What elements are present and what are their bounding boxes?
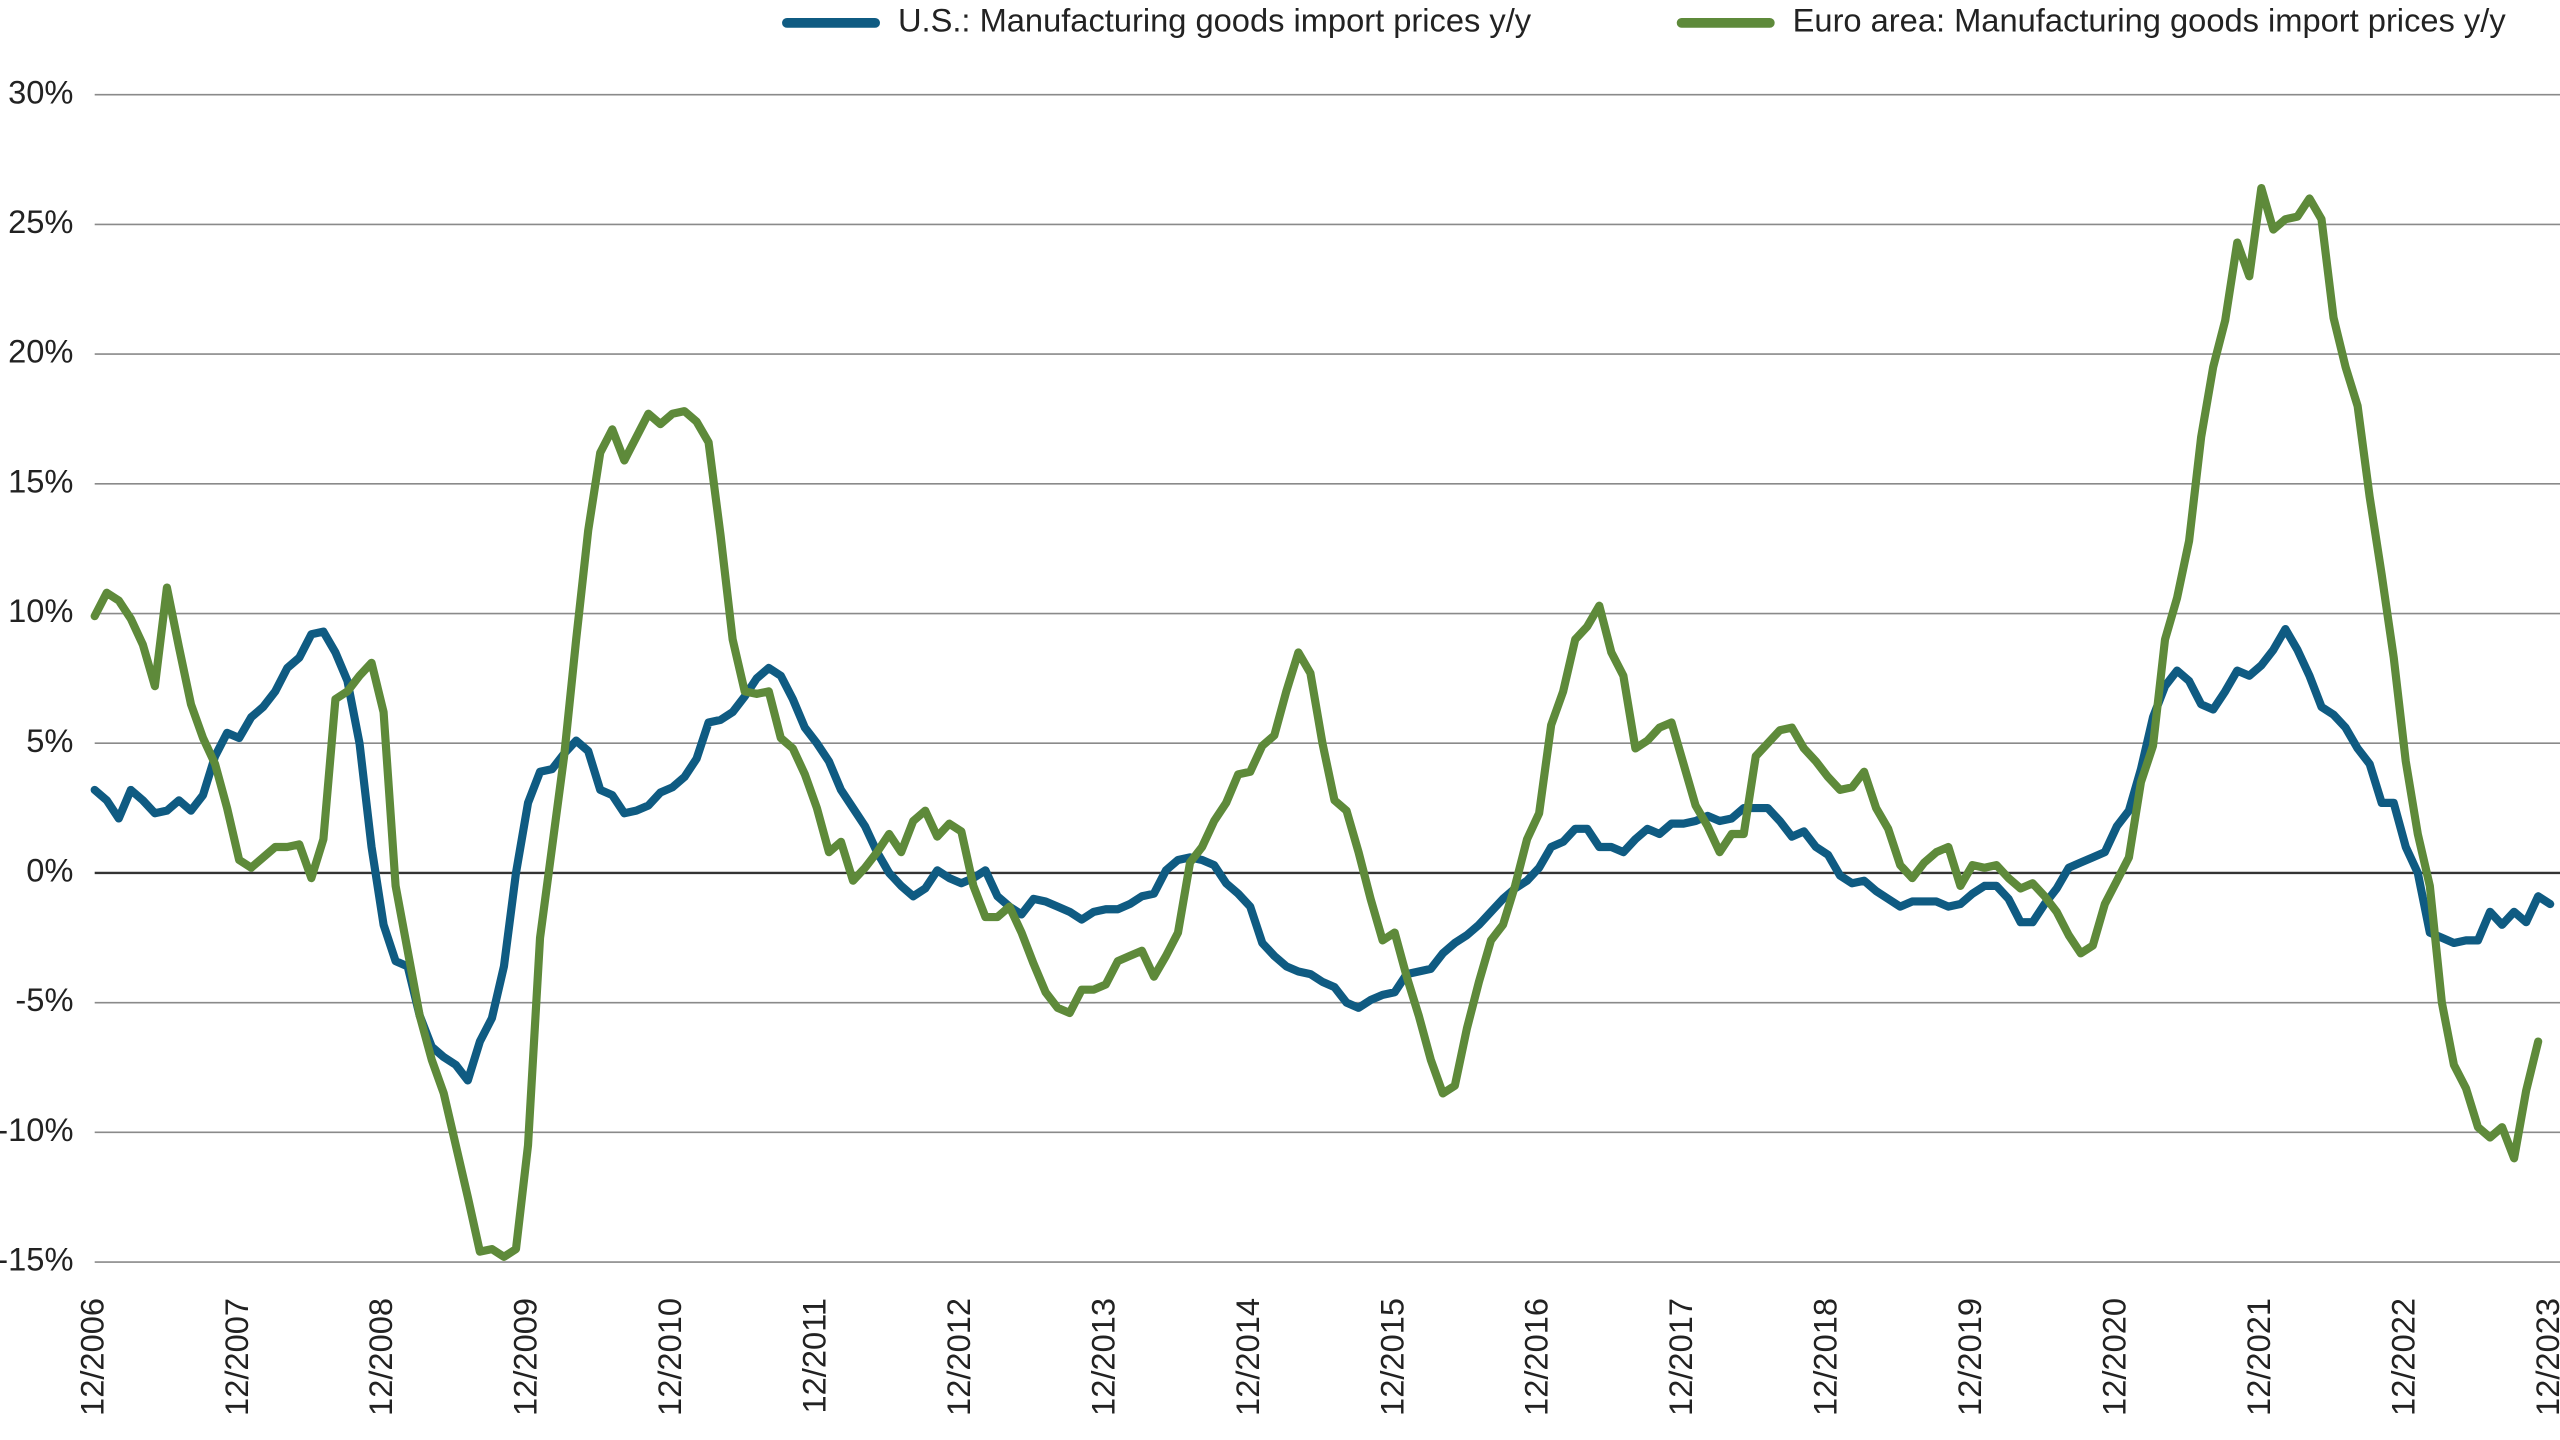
y-tick-label: 0% [26, 852, 73, 889]
legend-label: Euro area: Manufacturing goods import pr… [1793, 1, 2507, 38]
y-tick-label: 25% [8, 203, 73, 240]
x-tick-label: 12/2007 [218, 1298, 255, 1416]
y-tick-label: 20% [8, 333, 73, 370]
x-tick-label: 12/2013 [1084, 1298, 1121, 1416]
x-tick-label: 12/2022 [2384, 1298, 2421, 1416]
x-tick-label: 12/2014 [1229, 1298, 1266, 1416]
x-tick-label: 12/2006 [73, 1298, 110, 1416]
legend-item: Euro area: Manufacturing goods import pr… [1676, 1, 2507, 38]
y-tick-label: 5% [26, 722, 73, 759]
x-tick-label: 12/2009 [507, 1298, 544, 1416]
y-tick-label: -10% [0, 1111, 73, 1148]
y-tick-label: -15% [0, 1241, 73, 1278]
x-tick-label: 12/2020 [2096, 1298, 2133, 1416]
x-tick-label: 12/2015 [1373, 1298, 1410, 1416]
x-tick-label: 12/2016 [1518, 1298, 1555, 1416]
x-tick-label: 12/2023 [2529, 1298, 2560, 1416]
y-tick-label: -5% [15, 981, 73, 1018]
y-tick-label: 10% [8, 592, 73, 629]
x-tick-label: 12/2011 [796, 1298, 833, 1414]
x-tick-label: 12/2021 [2240, 1298, 2277, 1416]
x-tick-label: 12/2008 [362, 1298, 399, 1416]
x-tick-label: 12/2012 [940, 1298, 977, 1416]
series-line [90, 624, 2555, 1085]
x-tick-label: 12/2018 [1807, 1298, 1844, 1416]
series-line [90, 184, 2543, 1261]
x-tick-label: 12/2010 [651, 1298, 688, 1416]
y-tick-label: 15% [8, 462, 73, 499]
x-tick-label: 12/2019 [1951, 1298, 1988, 1416]
legend-label: U.S.: Manufacturing goods import prices … [898, 1, 1532, 38]
legend-item: U.S.: Manufacturing goods import prices … [782, 1, 1532, 38]
y-tick-label: 30% [8, 73, 73, 110]
x-tick-label: 12/2017 [1662, 1298, 1699, 1416]
